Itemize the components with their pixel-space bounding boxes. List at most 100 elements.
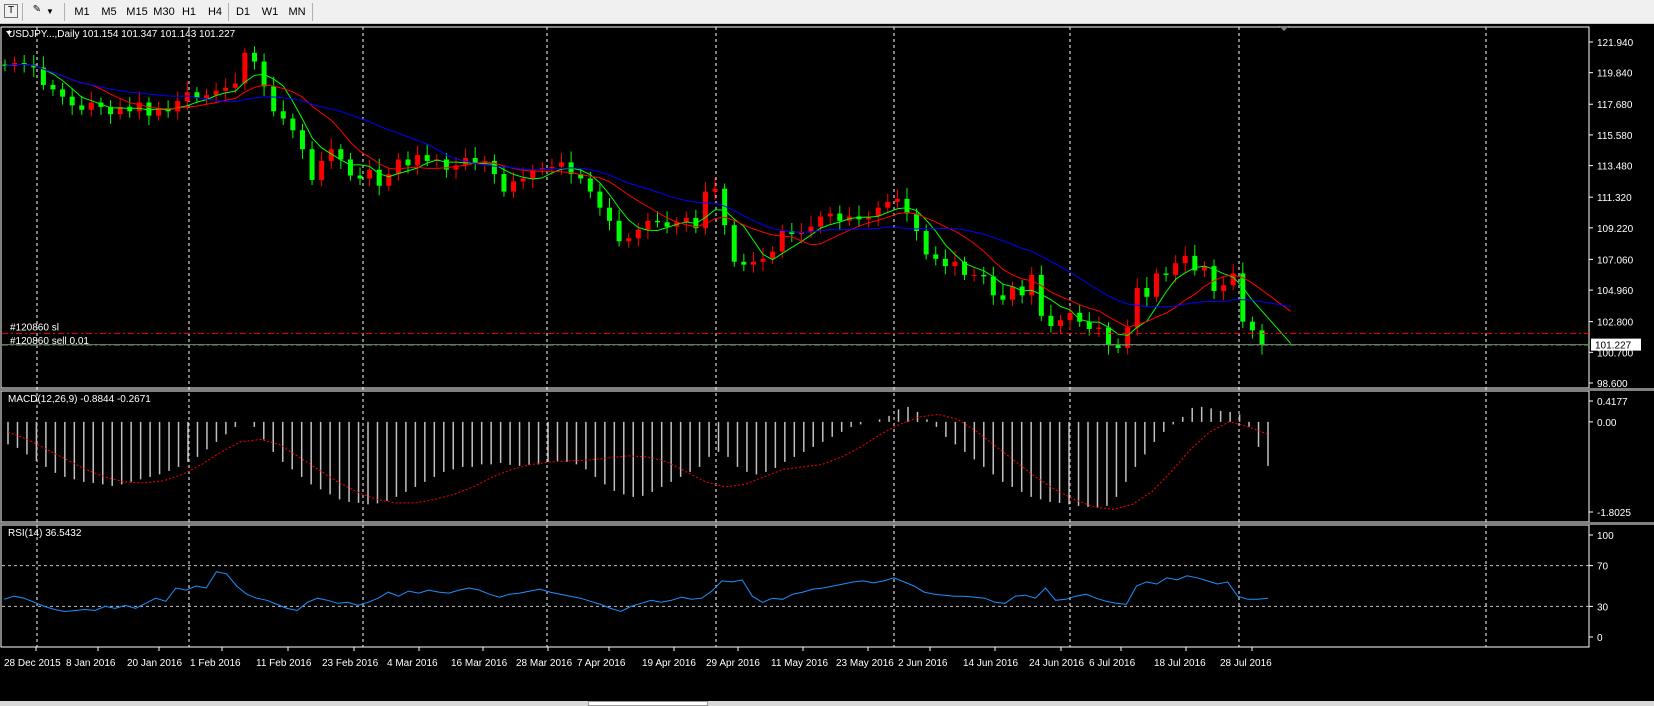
order-line-label: #120860 sl xyxy=(10,322,59,333)
candle-body xyxy=(1029,274,1035,296)
timeframe-m30-button[interactable]: M30 xyxy=(153,6,175,18)
chart-menu-icon[interactable] xyxy=(6,31,12,35)
candle-body xyxy=(511,181,517,192)
shift-marker-icon[interactable] xyxy=(1279,26,1289,31)
candle-body xyxy=(1086,321,1092,329)
timeframe-m5-button[interactable]: M5 xyxy=(101,6,117,18)
price-axis: 121.940 119.840 117.680 115.580 113.480 111.3… xyxy=(1589,38,1641,390)
timeframe-m15-button[interactable]: M15 xyxy=(126,6,148,18)
candle-body xyxy=(866,216,872,220)
toolbar: T ✎ ▼ M1 M5 M15 M30 H1 H4 D1 W1 MN xyxy=(0,0,1654,24)
candle-body xyxy=(175,101,181,112)
candle-body xyxy=(386,174,392,186)
rsi-tick-label: 100 xyxy=(1597,531,1614,542)
timeframe-d1-button[interactable]: D1 xyxy=(235,6,251,18)
date-tick-label: 23 Feb 2016 xyxy=(322,658,379,669)
candle-body xyxy=(731,225,737,262)
candle-body xyxy=(424,155,430,161)
candle-body xyxy=(1182,255,1188,264)
candle-body xyxy=(607,207,613,221)
grid-lines xyxy=(0,26,1654,648)
candle-body xyxy=(837,213,843,221)
candle-body xyxy=(808,226,814,233)
date-tick-label: 16 Mar 2016 xyxy=(451,658,508,669)
candle-body xyxy=(1125,327,1131,348)
candle-body xyxy=(1173,263,1179,275)
candle-body xyxy=(1201,266,1207,271)
candle-body xyxy=(549,166,555,169)
date-tick-label: 4 Mar 2016 xyxy=(387,658,438,669)
candle-body xyxy=(1077,312,1083,322)
current-price-label: 101.227 xyxy=(1595,341,1632,352)
candle-body xyxy=(213,90,219,96)
ma-mid-line xyxy=(4,64,1292,328)
date-tick-label: 29 Apr 2016 xyxy=(706,658,760,669)
date-tick-label: 18 Jul 2016 xyxy=(1154,658,1206,669)
candle-body xyxy=(635,229,641,239)
rsi-tick-label: 70 xyxy=(1597,562,1609,573)
date-tick-label: 2 Jun 2016 xyxy=(898,658,948,669)
candle-body xyxy=(290,118,296,131)
candle-body xyxy=(712,188,718,192)
candle-body xyxy=(146,102,152,116)
candle-body xyxy=(942,258,948,267)
candle-body xyxy=(1134,288,1140,328)
candle-body xyxy=(338,149,344,160)
timeframe-h4-button[interactable]: H4 xyxy=(207,6,223,18)
candle-body xyxy=(443,159,449,170)
price-tick-label: 102.800 xyxy=(1597,318,1634,329)
date-tick-label: 24 Jun 2016 xyxy=(1029,658,1084,669)
candle-body xyxy=(894,198,900,202)
candle-body xyxy=(597,191,603,208)
date-tick-label: 14 Jun 2016 xyxy=(963,658,1018,669)
panel-frame xyxy=(0,524,1590,648)
candle-body xyxy=(530,169,536,179)
date-tick-label: 6 Jul 2016 xyxy=(1089,658,1136,669)
candle-body xyxy=(79,105,85,110)
price-tick-label: 121.940 xyxy=(1597,38,1634,49)
candle-body xyxy=(1221,285,1227,291)
timeframe-h1-button[interactable]: H1 xyxy=(181,6,197,18)
candle-body xyxy=(750,261,756,265)
current-price-box xyxy=(1591,338,1641,351)
panel-frame xyxy=(0,26,1590,389)
candle-body xyxy=(1048,315,1054,327)
candle-body xyxy=(299,130,305,150)
drawing-tools-icon[interactable]: ✎ xyxy=(32,4,42,15)
candle-body xyxy=(827,213,833,217)
candle-body xyxy=(856,216,862,220)
dropdown-arrow-icon[interactable]: ▼ xyxy=(46,7,54,16)
date-axis: 28 Dec 2015 8 Jan 2016 20 Jan 2016 1 Feb 20… xyxy=(4,647,1272,669)
candle-body xyxy=(60,89,66,97)
candle-body xyxy=(779,231,785,252)
timeframe-m1-button[interactable]: M1 xyxy=(74,6,90,18)
candle-body xyxy=(136,102,142,112)
candle-body xyxy=(472,158,478,164)
chart-area[interactable]: #120860 sl #120860 sell 0.01 MACD(12,26,9… xyxy=(0,25,1654,701)
candle-body xyxy=(683,217,689,223)
candle-body xyxy=(933,254,939,259)
ma-slow-line xyxy=(4,64,1291,308)
candle-body xyxy=(31,64,37,68)
date-tick-label: 7 Apr 2016 xyxy=(577,658,626,669)
candle-body xyxy=(50,84,56,90)
candle-body xyxy=(491,160,497,175)
candle-body xyxy=(990,276,996,296)
timeframe-w1-button[interactable]: W1 xyxy=(261,6,279,18)
candle-body xyxy=(587,178,593,192)
date-tick-label: 1 Feb 2016 xyxy=(190,658,241,669)
status-tab[interactable] xyxy=(588,701,708,706)
candle-body xyxy=(818,216,824,227)
candle-body xyxy=(914,213,920,232)
candle-body xyxy=(962,261,968,275)
candle-body xyxy=(626,238,632,242)
rsi-line xyxy=(3,571,1269,613)
text-tool-icon[interactable]: T xyxy=(4,4,18,18)
toolbar-separator xyxy=(64,3,65,21)
price-tick-label: 113.480 xyxy=(1597,162,1633,173)
price-tick-label: 98.600 xyxy=(1597,379,1628,390)
timeframe-mn-button[interactable]: MN xyxy=(288,6,306,18)
candle-body xyxy=(347,159,353,176)
candle-body xyxy=(1249,321,1255,331)
candle-body xyxy=(40,67,46,85)
